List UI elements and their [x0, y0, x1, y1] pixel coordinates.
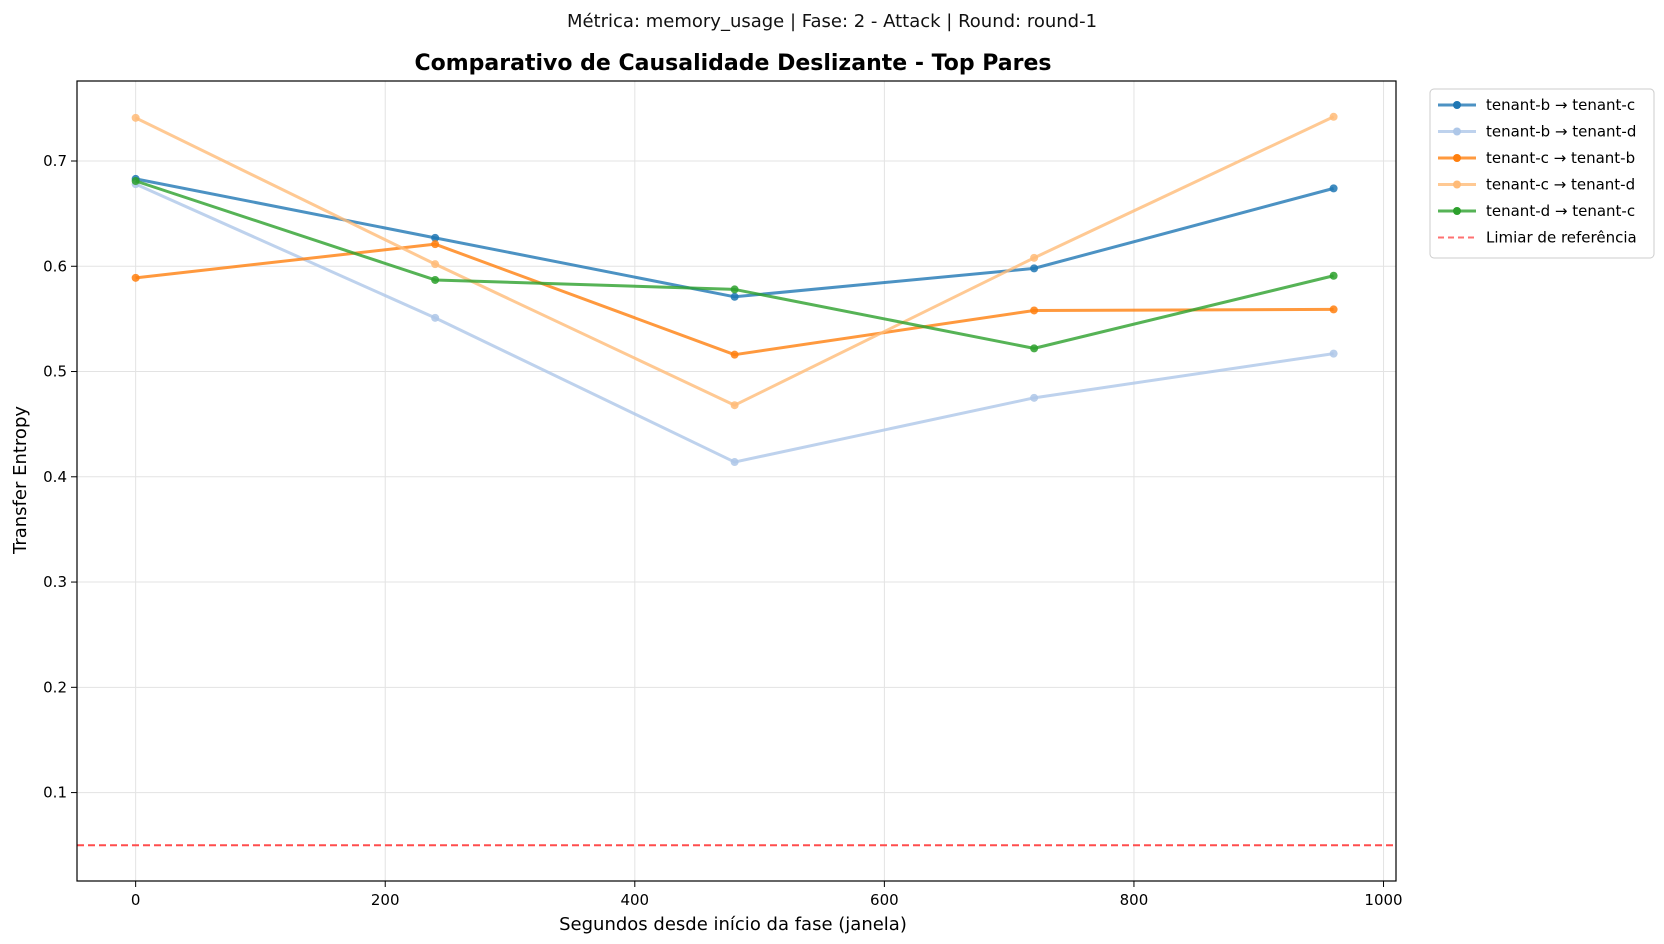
data-point [730, 350, 739, 359]
legend-marker [1453, 154, 1461, 162]
data-point [730, 292, 739, 301]
legend-marker [1453, 207, 1461, 215]
legend-item: tenant-c → tenant-d [1438, 176, 1635, 194]
x-tick-label: 800 [1120, 891, 1149, 909]
data-point [131, 273, 140, 282]
legend-label: tenant-c → tenant-b [1486, 149, 1635, 167]
data-point [131, 113, 140, 122]
data-point [431, 313, 440, 322]
grid [77, 81, 1396, 881]
legend-item: tenant-b → tenant-d [1438, 123, 1636, 141]
legend-marker [1453, 180, 1461, 189]
legend-label: tenant-d → tenant-c [1486, 202, 1635, 220]
x-tick-label: 400 [620, 891, 649, 909]
data-point [131, 177, 140, 185]
data-point [1329, 305, 1338, 314]
plot-frame [76, 80, 1397, 882]
y-tick-label: 0.3 [43, 573, 67, 591]
data-point [431, 275, 440, 284]
x-tick-label: 200 [371, 891, 400, 909]
axis-ticks: 0 200 400 600 800 1000 0.1 0.2 0.3 0.4 0.5 0.6 0.7 [43, 152, 1402, 909]
legend-marker [1453, 127, 1461, 136]
series-5 [131, 177, 1338, 353]
y-tick-label: 0.2 [43, 678, 67, 696]
series-line [134, 115, 1335, 407]
x-tick-label: 1000 [1364, 891, 1402, 909]
y-tick-label: 0.6 [43, 257, 67, 275]
legend-item: Limiar de referência [1438, 229, 1637, 247]
legend-label: Limiar de referência [1486, 229, 1637, 247]
data-point [1030, 264, 1039, 273]
data-point [1329, 184, 1338, 193]
data-point [1030, 306, 1039, 315]
data-point [1329, 271, 1338, 280]
data-point [1329, 112, 1338, 121]
data-point [431, 260, 440, 269]
chart-title: Comparativo de Causalidade Deslizante - … [415, 51, 1052, 76]
data-point [1030, 344, 1039, 353]
legend-item: tenant-d → tenant-c [1438, 202, 1635, 220]
data-point [730, 458, 739, 467]
legend-item: tenant-c → tenant-b [1438, 149, 1635, 167]
data-point [1329, 349, 1338, 358]
chart-suptitle: Métrica: memory_usage | Fase: 2 - Attack… [567, 11, 1097, 32]
legend-label: tenant-b → tenant-c [1486, 96, 1635, 114]
x-tick-label: 600 [870, 891, 899, 909]
series-4 [131, 112, 1338, 410]
legend: tenant-b → tenant-c tenant-b → tenant-d te… [1429, 88, 1655, 259]
legend-item: tenant-b → tenant-c [1438, 96, 1635, 114]
series-line [135, 182, 1334, 464]
y-axis-label: Transfer Entropy [10, 406, 31, 555]
series-2 [131, 180, 1338, 467]
legend-marker [1453, 101, 1461, 109]
y-tick-label: 0.4 [43, 468, 67, 486]
data-point [730, 401, 739, 410]
series-1 [131, 174, 1338, 301]
series-3 [131, 240, 1338, 359]
data-point [1030, 393, 1039, 402]
data-point [1030, 253, 1039, 262]
x-tick-label: 0 [131, 891, 141, 909]
y-tick-label: 0.1 [43, 784, 67, 802]
legend-label: tenant-c → tenant-d [1486, 176, 1635, 194]
y-tick-label: 0.5 [43, 363, 67, 381]
data-point [431, 233, 440, 242]
y-tick-label: 0.7 [43, 152, 67, 170]
legend-box [1429, 88, 1655, 259]
series-line [135, 177, 1334, 299]
data-point [730, 285, 739, 294]
series-layer [131, 112, 1338, 467]
data-point [431, 240, 440, 249]
x-axis-label: Segundos desde início da fase (janela) [559, 914, 907, 935]
legend-label: tenant-b → tenant-d [1486, 123, 1636, 141]
